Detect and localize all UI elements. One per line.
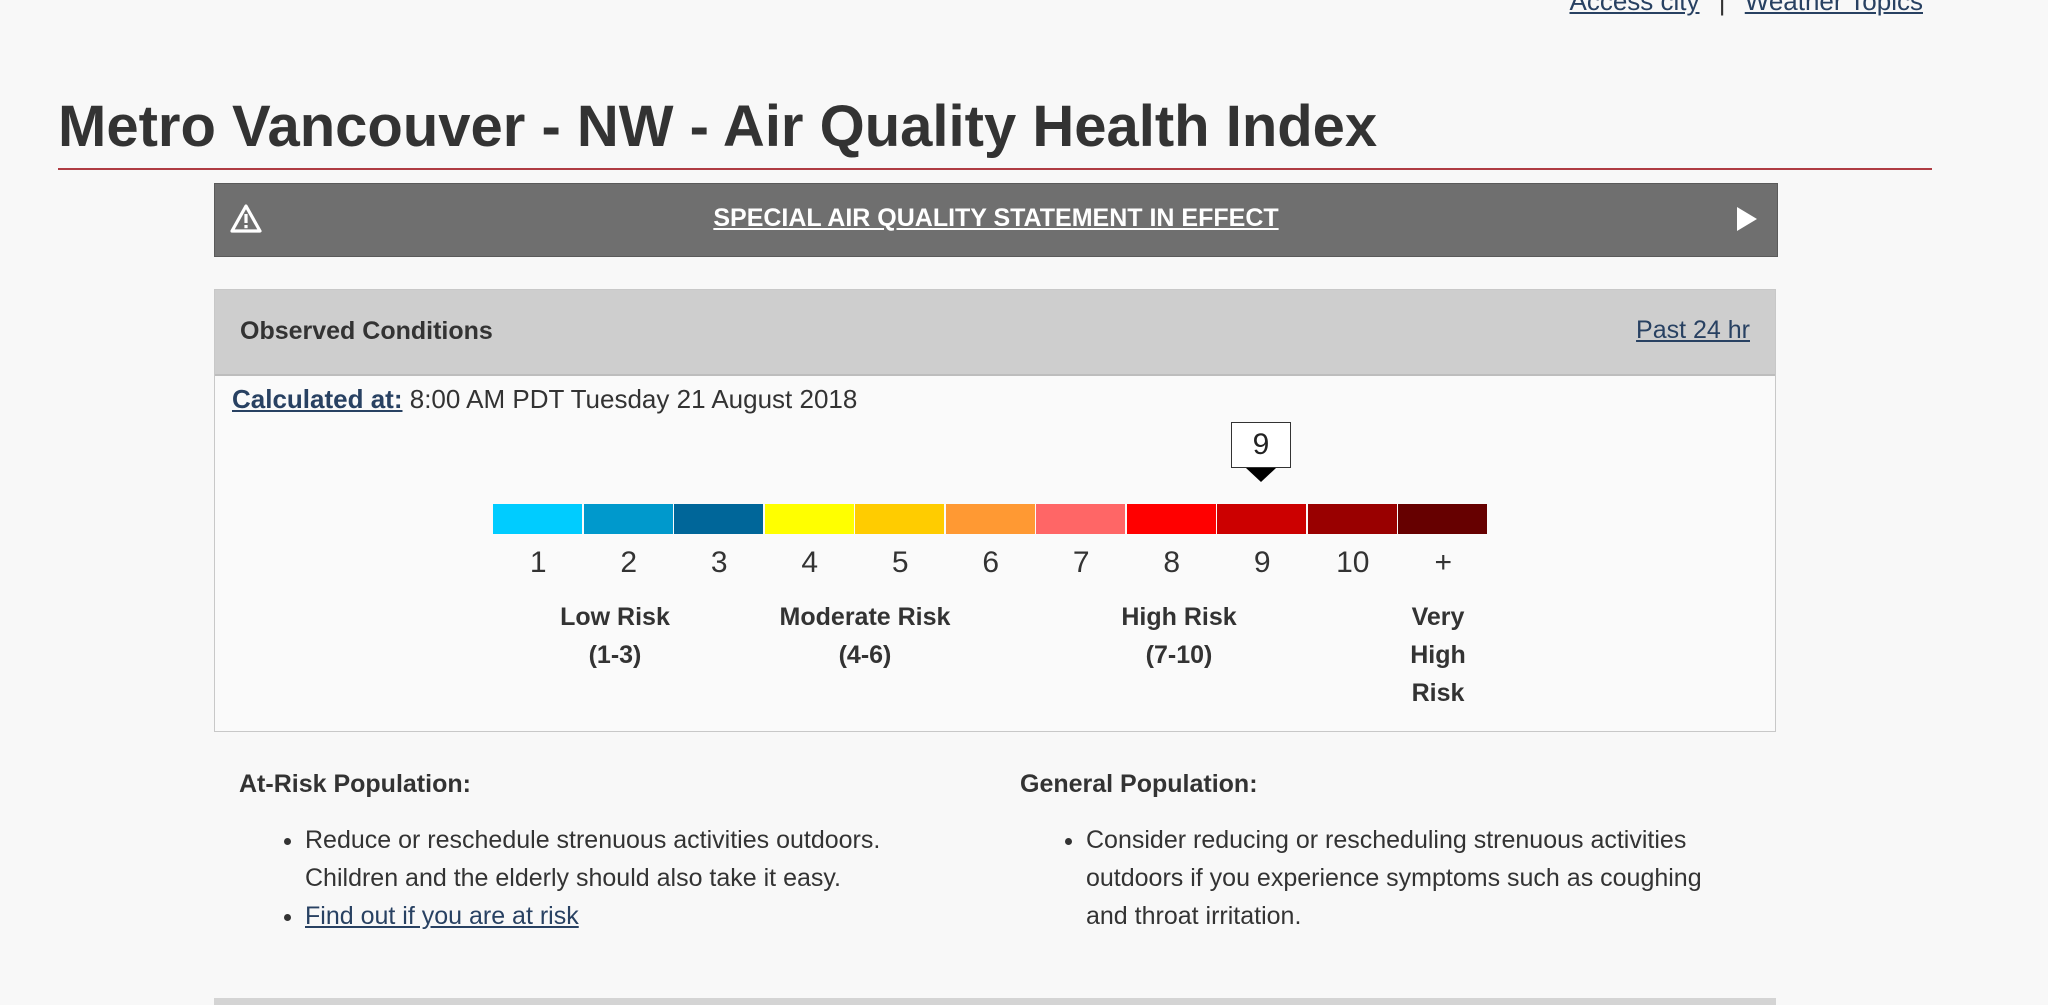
scale-segment-6: [945, 504, 1035, 534]
aqhi-scale-numbers: 1 2 3 4 5 6 7 8 9 10 +: [493, 546, 1489, 580]
risk-label-very-high-line2: High: [1410, 641, 1466, 669]
scale-number: 10: [1336, 546, 1370, 579]
scale-segment-5: [855, 504, 944, 534]
at-risk-advice-line2: Children and the elderly should also tak…: [305, 864, 841, 892]
calculated-at-line: Calculated at: 8:00 AM PDT Tuesday 21 Au…: [232, 384, 857, 415]
scale-number: +: [1434, 546, 1453, 579]
scale-number: 6: [982, 546, 1000, 579]
general-advice-line3: and throat irritation.: [1086, 902, 1302, 930]
panel-title: Observed Conditions: [240, 317, 493, 345]
general-population-section: General Population: Consider reducing or…: [1020, 770, 1780, 935]
top-nav: Access city | Weather Topics: [1569, 0, 1923, 17]
current-aqhi-indicator: 9: [1231, 422, 1291, 468]
risk-label-low-range: (1-3): [588, 641, 642, 669]
aqhi-color-scale: [493, 504, 1487, 534]
at-risk-advice-line1: Reduce or reschedule strenuous activitie…: [305, 826, 881, 854]
scale-segment-2: [583, 504, 673, 534]
calculated-at-value: 8:00 AM PDT Tuesday 21 August 2018: [409, 384, 858, 414]
scale-segment-4: [764, 504, 854, 534]
calculated-at-link[interactable]: Calculated at:: [232, 384, 403, 414]
play-arrow-icon[interactable]: [1737, 207, 1757, 231]
special-air-quality-alert-banner[interactable]: SPECIAL AIR QUALITY STATEMENT IN EFFECT: [214, 183, 1778, 257]
panel-header: Observed Conditions Past 24 hr: [215, 290, 1775, 376]
list-item: Consider reducing or rescheduling strenu…: [1086, 821, 1780, 935]
list-item: Reduce or reschedule strenuous activitie…: [305, 821, 979, 897]
scale-number: 4: [801, 546, 819, 579]
scale-number: 8: [1163, 546, 1181, 579]
find-out-if-at-risk-link[interactable]: Find out if you are at risk: [305, 902, 579, 930]
scale-number: 1: [529, 546, 547, 579]
at-risk-list: Reduce or reschedule strenuous activitie…: [239, 821, 979, 935]
scale-segment-plus: [1398, 504, 1487, 534]
warning-triangle-icon: [230, 204, 262, 233]
top-nav-link-access-city[interactable]: Access city: [1569, 0, 1700, 16]
scale-segment-1: [493, 504, 582, 534]
scale-number: 7: [1072, 546, 1090, 579]
at-risk-heading: At-Risk Population:: [239, 770, 471, 798]
risk-label-moderate-name: Moderate Risk: [779, 603, 951, 631]
risk-label-high: High Risk (7-10): [1079, 598, 1279, 674]
risk-label-low: Low Risk (1-3): [515, 598, 715, 674]
risk-label-low-name: Low Risk: [560, 603, 670, 631]
risk-label-very-high-line1: Very: [1411, 603, 1465, 631]
observed-conditions-panel: Observed Conditions Past 24 hr Calculate…: [214, 289, 1776, 732]
scale-number: 3: [710, 546, 728, 579]
scale-segment-10: [1307, 504, 1397, 534]
page-title: Metro Vancouver - NW - Air Quality Healt…: [58, 94, 1378, 159]
risk-label-high-range: (7-10): [1145, 641, 1213, 669]
scale-number: 5: [891, 546, 909, 579]
scale-segment-7: [1036, 504, 1125, 534]
risk-label-moderate: Moderate Risk (4-6): [745, 598, 985, 674]
past-24-hr-link[interactable]: Past 24 hr: [1636, 316, 1750, 344]
at-risk-population-section: At-Risk Population: Reduce or reschedule…: [239, 770, 979, 935]
scale-segment-3: [674, 504, 763, 534]
general-advice-line1: Consider reducing or rescheduling strenu…: [1086, 826, 1687, 854]
scale-segment-8: [1126, 504, 1216, 534]
list-item: Find out if you are at risk: [305, 897, 979, 935]
top-nav-separator: |: [1718, 0, 1726, 16]
title-divider: [58, 168, 1932, 170]
risk-label-moderate-range: (4-6): [838, 641, 892, 669]
risk-label-high-name: High Risk: [1121, 603, 1237, 631]
risk-label-very-high-line3: Risk: [1411, 679, 1465, 707]
indicator-pointer: [1246, 468, 1276, 482]
scale-number: 2: [620, 546, 638, 579]
top-nav-link-weather-topics[interactable]: Weather Topics: [1744, 0, 1923, 16]
general-advice-line2: outdoors if you experience symptoms such…: [1086, 864, 1702, 892]
general-heading: General Population:: [1020, 770, 1258, 798]
risk-label-very-high: Very High Risk: [1393, 598, 1483, 712]
next-section-edge: [214, 998, 1776, 1005]
scale-number: 9: [1253, 546, 1271, 579]
alert-link[interactable]: SPECIAL AIR QUALITY STATEMENT IN EFFECT: [713, 204, 1279, 232]
general-list: Consider reducing or rescheduling strenu…: [1020, 821, 1780, 935]
scale-segment-9: [1217, 504, 1306, 534]
